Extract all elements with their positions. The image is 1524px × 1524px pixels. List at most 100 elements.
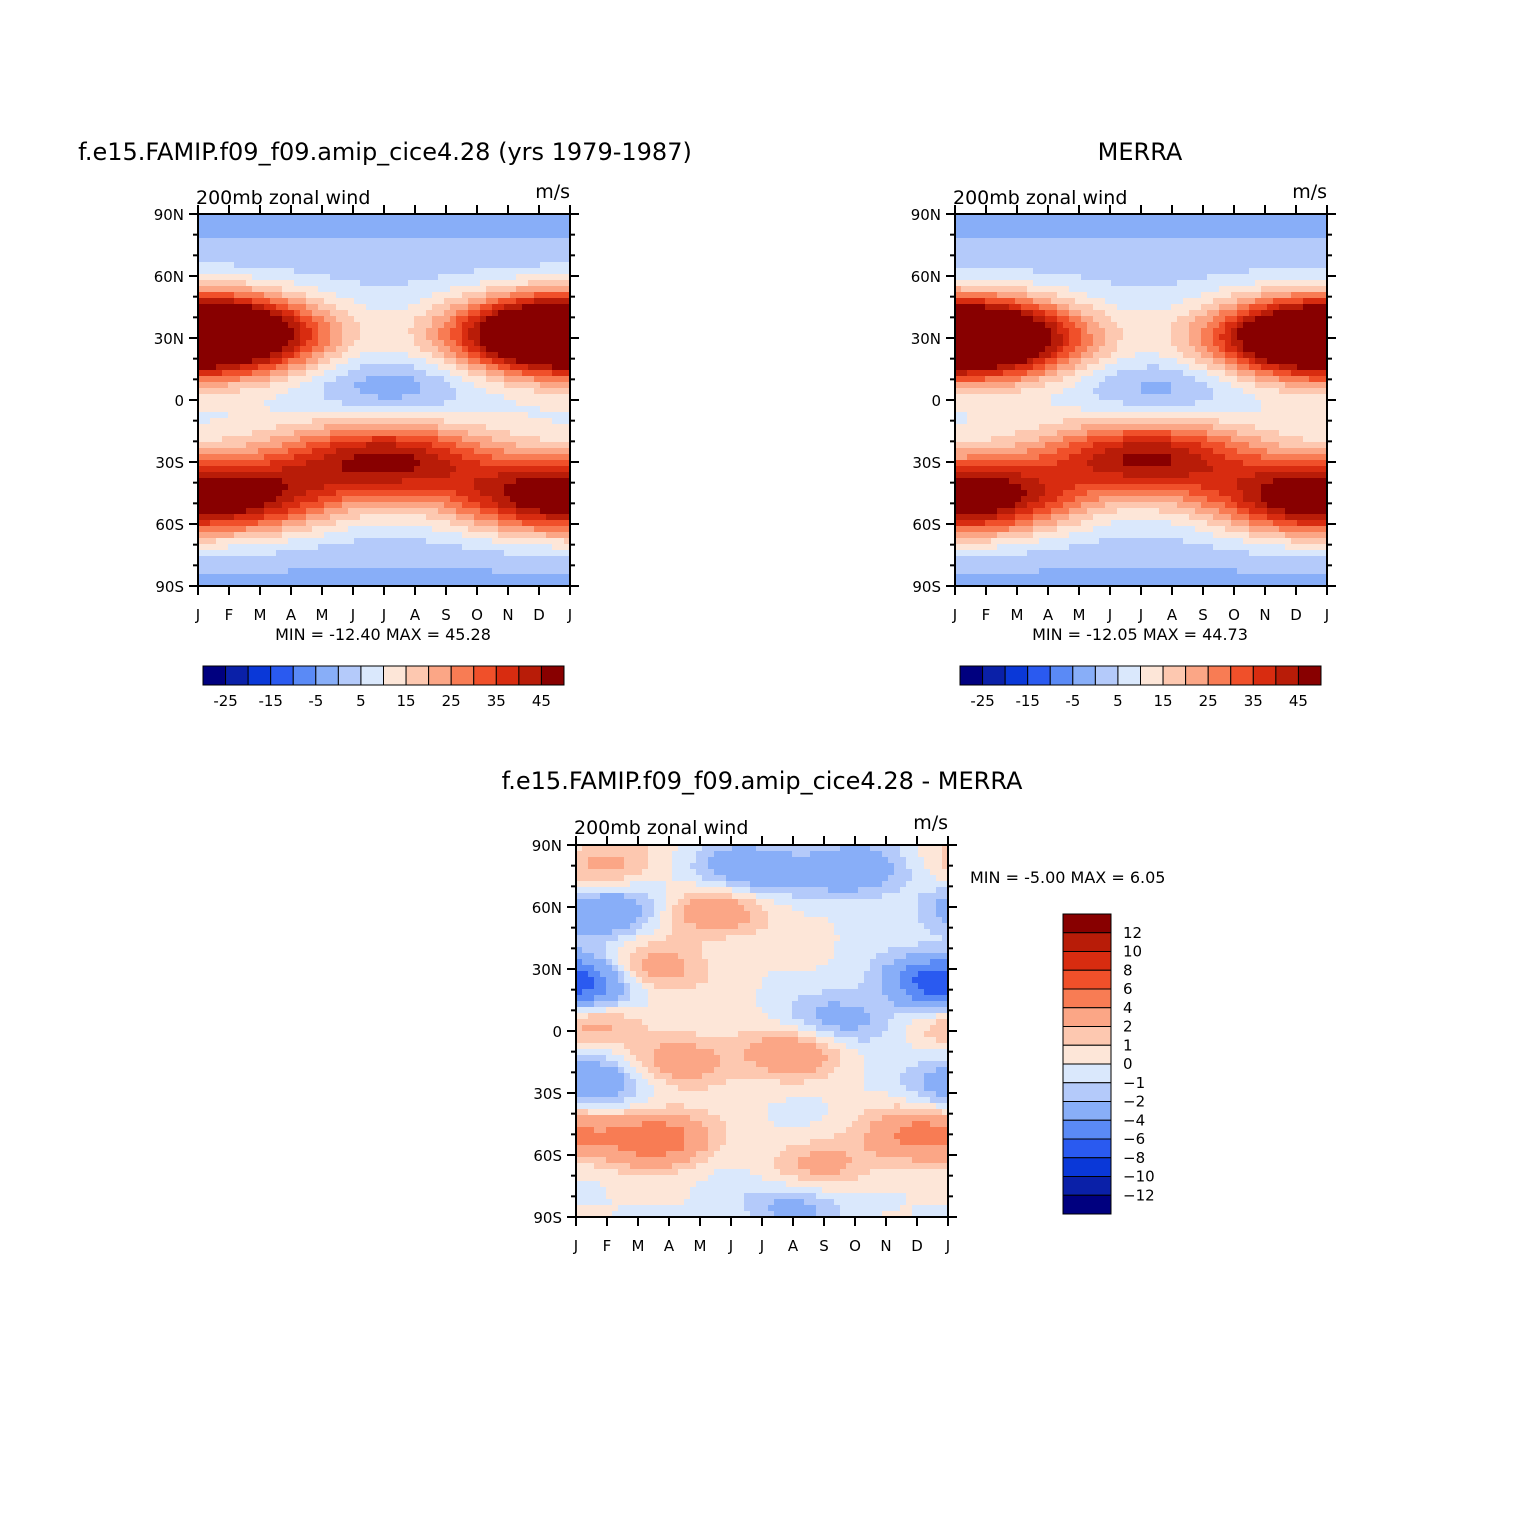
field-cell — [336, 478, 343, 485]
field-cell — [366, 448, 373, 455]
field-cell — [324, 448, 331, 455]
field-cell — [1261, 286, 1268, 293]
field-cell — [510, 520, 517, 527]
field-cell — [342, 274, 349, 281]
field-cell — [534, 514, 541, 521]
field-cell — [396, 262, 403, 269]
field-cell — [252, 544, 259, 551]
field-cell — [1267, 274, 1274, 281]
field-cell — [1051, 304, 1058, 311]
field-cell — [354, 430, 361, 437]
field-cell — [480, 436, 487, 443]
field-cell — [1141, 292, 1148, 299]
field-cell — [1177, 304, 1184, 311]
field-cell — [1159, 268, 1166, 275]
field-cell — [396, 274, 403, 281]
field-cell — [408, 304, 415, 311]
field-cell — [204, 334, 211, 341]
field-cell — [973, 292, 980, 299]
field-cell — [961, 256, 968, 263]
field-cell — [1279, 256, 1286, 263]
field-cell — [378, 358, 385, 365]
field-cell — [991, 304, 998, 311]
field-cell — [1303, 268, 1310, 275]
field-cell — [216, 532, 223, 539]
field-cell — [528, 346, 535, 353]
field-cell — [282, 388, 289, 395]
field-cell — [378, 298, 385, 305]
field-cell — [1297, 298, 1304, 305]
field-cell — [252, 550, 259, 557]
field-cell — [474, 520, 481, 527]
field-cell — [210, 436, 217, 443]
field-cell — [282, 376, 289, 383]
field-cell — [402, 376, 409, 383]
field-cell — [516, 256, 523, 263]
field-cell — [414, 370, 421, 377]
field-cell — [498, 544, 505, 551]
field-cell — [198, 442, 205, 449]
field-cell — [204, 418, 211, 425]
field-cell — [318, 532, 325, 539]
field-cell — [540, 220, 547, 227]
field-cell — [1021, 298, 1028, 305]
field-cell — [372, 448, 379, 455]
field-cell — [552, 394, 559, 401]
field-cell — [390, 502, 397, 509]
field-cell — [1219, 250, 1226, 257]
field-cell — [270, 280, 277, 287]
field-cell — [420, 418, 427, 425]
field-cell — [246, 262, 253, 269]
field-cell — [504, 496, 511, 503]
field-cell — [390, 412, 397, 419]
field-cell — [979, 280, 986, 287]
field-cell — [354, 400, 361, 407]
field-cell — [1237, 298, 1244, 305]
field-cell — [384, 316, 391, 323]
field-cell — [258, 400, 265, 407]
field-cell — [210, 526, 217, 533]
field-cell — [1027, 220, 1034, 227]
field-cell — [360, 472, 367, 479]
field-cell — [234, 250, 241, 257]
field-cell — [432, 226, 439, 233]
field-cell — [1093, 274, 1100, 281]
field-cell — [973, 298, 980, 305]
field-cell — [282, 220, 289, 227]
field-cell — [522, 442, 529, 449]
field-cell — [498, 328, 505, 335]
field-cell — [282, 382, 289, 389]
field-cell — [516, 232, 523, 239]
field-cell — [1273, 226, 1280, 233]
field-cell — [360, 562, 367, 569]
field-cell — [1045, 250, 1052, 257]
field-cell — [438, 262, 445, 269]
field-cell — [300, 310, 307, 317]
field-cell — [540, 382, 547, 389]
field-cell — [444, 472, 451, 479]
field-cell — [390, 322, 397, 329]
field-cell — [456, 340, 463, 347]
field-cell — [222, 334, 229, 341]
field-cell — [967, 262, 974, 269]
field-cell — [1231, 304, 1238, 311]
field-cell — [516, 478, 523, 485]
field-cell — [528, 262, 535, 269]
field-cell — [348, 292, 355, 299]
field-cell — [961, 250, 968, 257]
field-cell — [1291, 286, 1298, 293]
field-cell — [1195, 292, 1202, 299]
field-cell — [312, 256, 319, 263]
field-cell — [210, 316, 217, 323]
field-cell — [420, 244, 427, 251]
field-cell — [1285, 238, 1292, 245]
field-cell — [318, 418, 325, 425]
field-cell — [516, 334, 523, 341]
field-cell — [222, 514, 229, 521]
field-cell — [510, 544, 517, 551]
field-cell — [522, 334, 529, 341]
field-cell — [414, 358, 421, 365]
field-cell — [468, 436, 475, 443]
field-cell — [1021, 262, 1028, 269]
field-cell — [390, 466, 397, 473]
